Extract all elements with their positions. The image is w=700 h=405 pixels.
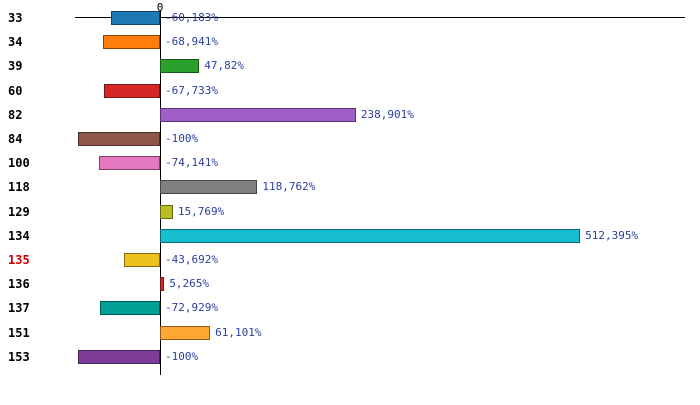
bar xyxy=(160,59,200,74)
value-label: -74,141% xyxy=(165,156,218,170)
value-label: -100% xyxy=(165,349,199,363)
value-label: 5,265% xyxy=(169,277,210,291)
category-label: 134 xyxy=(8,228,30,243)
bar xyxy=(110,11,160,25)
bar xyxy=(99,156,160,171)
category-label: 129 xyxy=(8,204,30,219)
bar xyxy=(160,107,356,122)
category-label: 136 xyxy=(8,277,30,292)
value-label: -100% xyxy=(165,132,199,145)
value-label: -72,929% xyxy=(165,301,218,315)
category-label: 84 xyxy=(8,132,23,146)
bar xyxy=(78,349,160,364)
value-label: -60,183% xyxy=(165,11,218,24)
bar xyxy=(124,253,160,267)
bar xyxy=(160,204,173,219)
value-label: 238,901% xyxy=(360,107,414,121)
category-label: 60 xyxy=(8,83,23,98)
category-label: 137 xyxy=(8,301,30,316)
bar xyxy=(104,83,160,98)
bar xyxy=(160,180,258,195)
bar xyxy=(103,35,160,50)
category-label: 118 xyxy=(8,180,30,195)
category-label: 82 xyxy=(8,107,23,122)
value-label: 118,762% xyxy=(262,180,316,194)
x-axis-zero-tick-label: 0 xyxy=(156,1,164,14)
bar xyxy=(160,325,211,340)
bar xyxy=(100,301,160,316)
category-label: 34 xyxy=(8,35,23,50)
value-label: -43,692% xyxy=(165,253,218,266)
bar xyxy=(78,132,160,146)
category-label: 151 xyxy=(8,325,30,340)
category-label: 100 xyxy=(8,156,30,171)
value-label: 15,769% xyxy=(177,204,225,218)
x-axis-line xyxy=(75,17,685,18)
value-label: 61,101% xyxy=(215,325,262,339)
value-label: 512,395% xyxy=(585,228,639,242)
category-label: 39 xyxy=(8,59,23,74)
category-label: 153 xyxy=(8,349,30,364)
category-label: 33 xyxy=(8,11,23,25)
value-label: -68,941% xyxy=(165,35,218,49)
bar xyxy=(160,228,581,243)
category-label: 135 xyxy=(8,253,30,267)
value-label: -67,733% xyxy=(165,83,218,97)
bar xyxy=(160,277,165,292)
value-label: 47,82% xyxy=(204,59,244,73)
